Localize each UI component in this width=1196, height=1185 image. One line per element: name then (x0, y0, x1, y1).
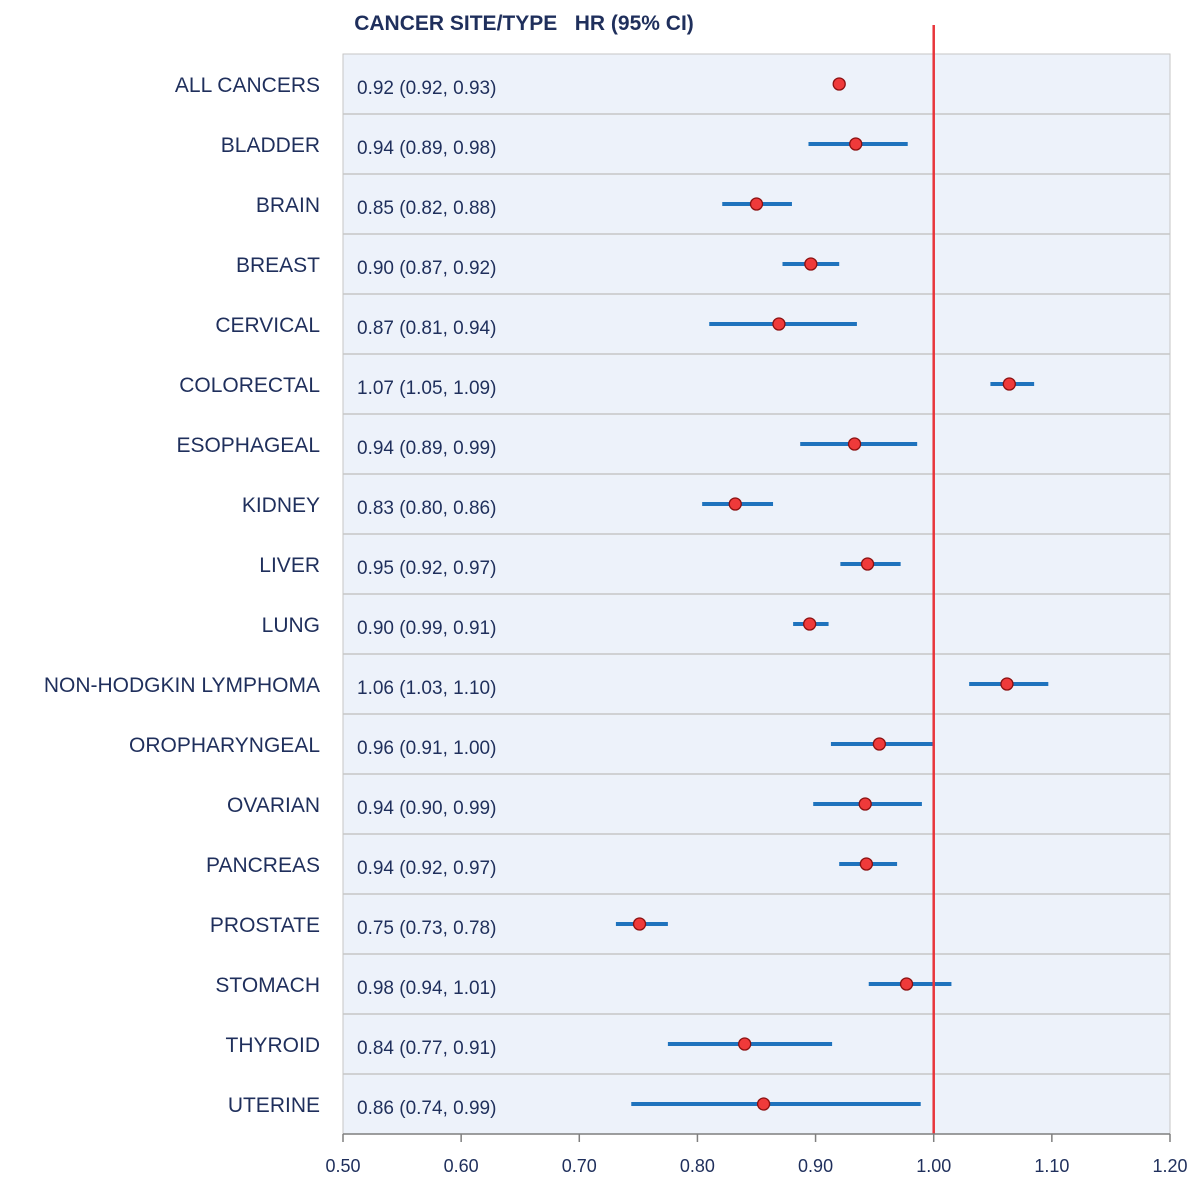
row-name-label: OROPHARYNGEAL (129, 734, 320, 757)
row-hr-value-label: 0.84 (0.77, 0.91) (357, 1038, 496, 1059)
row-hr-value-label: 0.98 (0.94, 1.01) (357, 978, 496, 999)
row-name-label: OVARIAN (227, 794, 320, 817)
row-hr-value-label: 0.94 (0.92, 0.97) (357, 858, 496, 879)
hr-point (849, 137, 863, 151)
hr-point (847, 437, 862, 451)
hr-point (804, 257, 818, 271)
row-hr-value-label: 0.92 (0.92, 0.93) (357, 78, 496, 99)
row-hr-value-label: 0.90 (0.99, 0.91) (357, 618, 496, 639)
row-hr-value-label: 0.86 (0.74, 0.99) (357, 1098, 496, 1119)
hr-point (859, 857, 874, 871)
row-name-label: ESOPHAGEAL (176, 434, 320, 457)
row-hr-value-label: 0.96 (0.91, 1.00) (357, 738, 496, 759)
x-tick-label: 0.60 (444, 1156, 479, 1176)
row-hr-value-label: 0.95 (0.92, 0.97) (357, 558, 496, 579)
hr-point (738, 1037, 752, 1051)
x-tick-label: 1.20 (1152, 1156, 1187, 1176)
row-name-label: BRAIN (256, 194, 320, 217)
row-gridlines (343, 113, 1170, 1075)
row-name-label: STOMACH (215, 974, 320, 997)
x-tick-label: 0.90 (798, 1156, 833, 1176)
hr-point (728, 497, 742, 511)
x-tick-label: 1.10 (1034, 1156, 1069, 1176)
hr-point (749, 197, 764, 211)
row-name-label: COLORECTAL (179, 374, 320, 397)
x-tick-label: 0.80 (680, 1156, 715, 1176)
row-name-label: PROSTATE (210, 914, 320, 937)
x-tick-label: 0.70 (562, 1156, 597, 1176)
row-hr-value-label: 0.94 (0.89, 0.98) (357, 138, 496, 159)
hr-point (632, 917, 647, 931)
hr-point (1002, 377, 1016, 391)
row-hr-value-label: 0.94 (0.90, 0.99) (357, 798, 496, 819)
row-name-label: LUNG (262, 614, 320, 637)
x-tick-label: 1.00 (916, 1156, 951, 1176)
row-labels: ALL CANCERS 0.92 (0.92, 0.93) BLADDER 0.94 … (44, 74, 497, 1119)
row-name-label: BLADDER (221, 134, 320, 157)
hr-point (756, 1097, 771, 1111)
row-name-label: LIVER (259, 554, 320, 577)
x-axis: 0.50 0.60 0.70 0.80 0.90 1.00 1.10 1.20 (325, 1133, 1188, 1176)
row-name-label: UTERINE (228, 1094, 320, 1117)
chart-title: CANCER SITE/TYPE HR (95% CI) (354, 12, 694, 35)
row-name-label: ALL CANCERS (175, 74, 320, 97)
row-name-label: NON-HODGKIN LYMPHOMA (44, 674, 320, 697)
row-hr-value-label: 1.06 (1.03, 1.10) (357, 678, 496, 699)
row-hr-value-label: 0.75 (0.73, 0.78) (357, 918, 496, 939)
row-hr-value-label: 1.07 (1.05, 1.09) (357, 378, 496, 399)
row-name-label: KIDNEY (242, 494, 320, 517)
hr-point (872, 737, 887, 751)
row-name-label: CERVICAL (215, 314, 320, 337)
row-hr-value-label: 0.83 (0.80, 0.86) (357, 498, 496, 519)
hr-point (858, 797, 872, 811)
hr-point (899, 977, 914, 991)
row-hr-value-label: 0.85 (0.82, 0.88) (357, 198, 496, 219)
row-name-label: BREAST (236, 254, 320, 277)
hr-point (803, 617, 817, 631)
hr-point (772, 317, 786, 331)
row-name-label: THYROID (226, 1034, 321, 1057)
hr-point (1000, 677, 1014, 691)
x-tick-label: 0.50 (325, 1156, 360, 1176)
row-hr-value-label: 0.87 (0.81, 0.94) (357, 318, 496, 339)
row-hr-value-label: 0.90 (0.87, 0.92) (357, 258, 496, 279)
row-hr-value-label: 0.94 (0.89, 0.99) (357, 438, 496, 459)
hazard-ratio-points (632, 77, 1016, 1111)
hr-point (832, 77, 846, 91)
hr-point (860, 557, 875, 571)
row-name-label: PANCREAS (206, 854, 320, 877)
